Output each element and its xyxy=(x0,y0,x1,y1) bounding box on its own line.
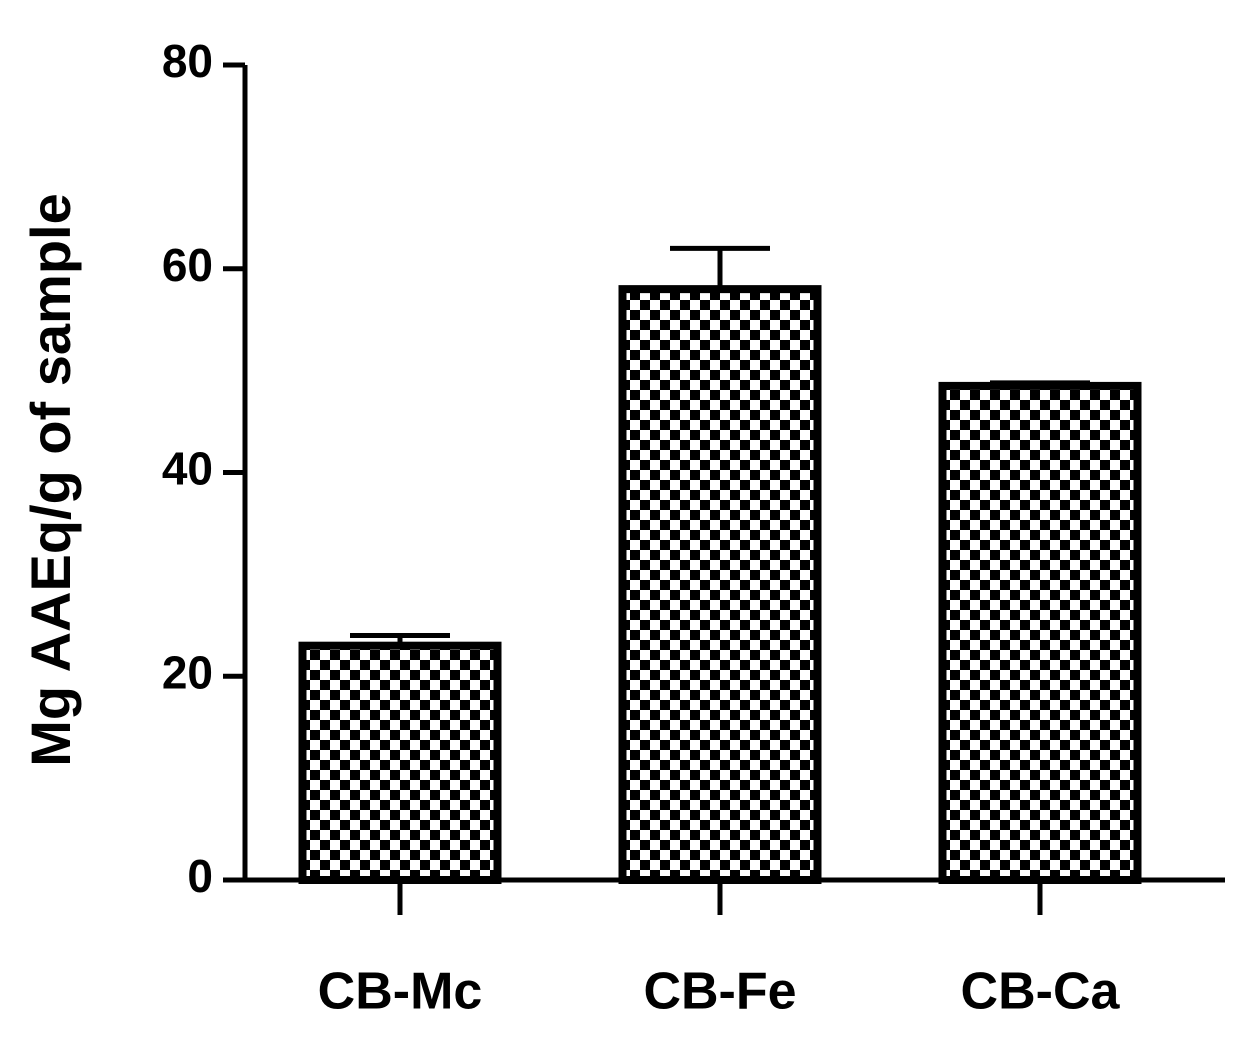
bar xyxy=(618,285,822,884)
x-tick-label: CB-Mc xyxy=(318,963,483,1021)
y-tick-label: 80 xyxy=(162,35,213,87)
y-tick-label: 0 xyxy=(187,850,213,902)
bar xyxy=(938,381,1142,884)
y-tick-label: 20 xyxy=(162,646,213,698)
y-tick-label: 40 xyxy=(162,443,213,495)
x-tick-label: CB-Fe xyxy=(643,963,796,1021)
bar xyxy=(298,641,502,884)
y-tick-label: 60 xyxy=(162,239,213,291)
y-axis-label: Mg AAEq/g of sample xyxy=(19,193,82,767)
x-tick-label: CB-Ca xyxy=(961,963,1121,1021)
